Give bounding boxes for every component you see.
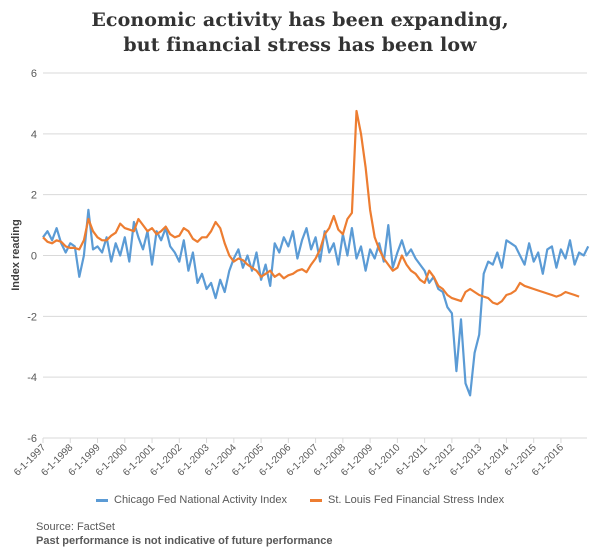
y-tick-label: -4 [27,372,37,384]
y-tick-label: 4 [31,129,37,141]
y-tick-label: 6 [31,68,37,80]
y-tick-label: 0 [31,251,37,263]
chart-title: Economic activity has been expanding, bu… [0,8,600,58]
y-axis-label: Index reading [10,219,22,291]
legend-label-stlfsi: St. Louis Fed Financial Stress Index [328,494,505,506]
legend-item-cfnai[interactable]: Chicago Fed National Activity Index [96,494,287,506]
cfnai-line [42,208,590,397]
x-axis: 6-1-19976-1-19986-1-19996-1-20006-1-2001… [12,437,587,478]
legend-label-cfnai: Chicago Fed National Activity Index [114,494,288,506]
y-tick-label: 2 [31,190,37,202]
source-note: Source: FactSet [36,521,115,533]
stlfsi-line [42,109,580,306]
y-axis-ticks: 6 4 2 0 -2 -4 -6 [27,68,37,445]
legend-swatch-cfnai [96,498,108,502]
legend-swatch-stlfsi [310,498,322,502]
y-tick-label: -2 [27,311,37,323]
y-tick-label: -6 [27,433,37,445]
series-lines [42,109,590,397]
disclaimer: Past performance is not indicative of fu… [36,535,333,547]
gridlines [43,72,587,378]
chart-title-line1: Economic activity has been expanding, [91,9,509,31]
legend-item-stlfsi[interactable]: St. Louis Fed Financial Stress Index [310,494,504,506]
chart-title-line2: but financial stress has been low [123,34,477,56]
